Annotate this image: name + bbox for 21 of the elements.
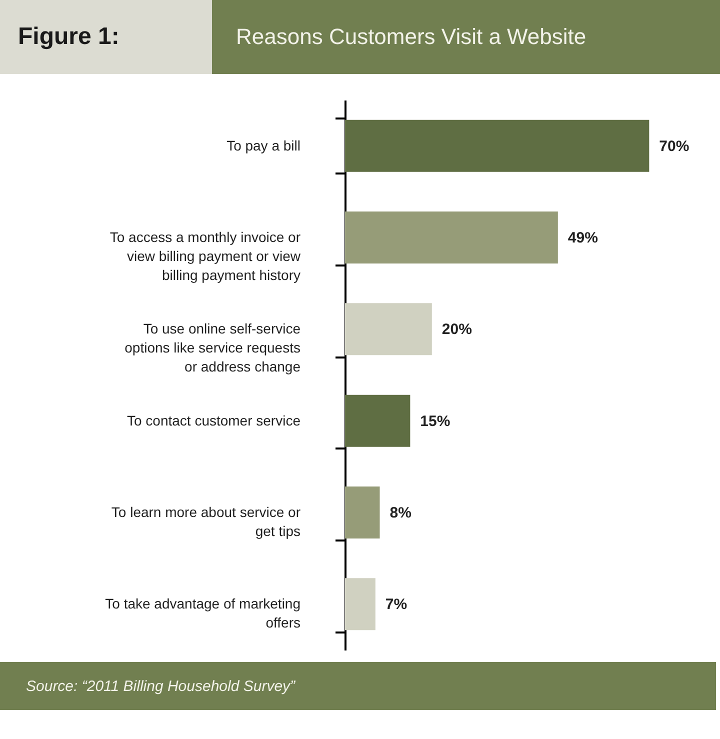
bar xyxy=(345,212,558,264)
bar xyxy=(345,120,650,172)
data-label: 7% xyxy=(385,596,408,614)
y-tick-label: To contact customer service xyxy=(126,412,301,428)
bar xyxy=(345,486,380,538)
source-note: Source: “2011 Billing Household Survey” xyxy=(26,678,296,695)
y-tick-label: To access a monthly invoice or view billing payment or view billing payment history xyxy=(110,229,302,283)
y-tick-label: To learn more about service or get tips xyxy=(111,504,301,539)
data-label: 70% xyxy=(659,138,690,155)
data-label: 20% xyxy=(442,321,472,338)
y-tick-label: To use online self-service options like service requests or address change xyxy=(124,320,301,375)
data-label: 8% xyxy=(390,504,412,522)
bar xyxy=(345,578,376,630)
bar xyxy=(345,394,410,447)
caption: Figure 1: xyxy=(18,23,120,50)
chart-title: Reasons Customers Visit a Website xyxy=(236,24,586,49)
y-tick-label: To take advantage of marketing offers xyxy=(105,596,300,631)
bar xyxy=(345,303,432,356)
data-label: 15% xyxy=(420,412,450,430)
y-tick-label: To pay a bill xyxy=(226,137,300,154)
data-label: 49% xyxy=(568,230,598,246)
